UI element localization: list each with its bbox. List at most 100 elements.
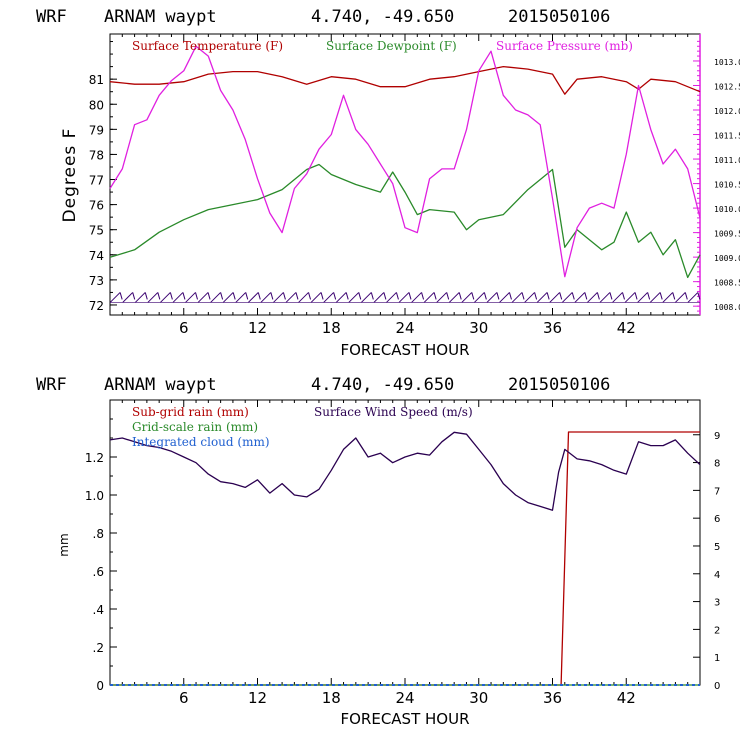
- p1-xtick-label: 30: [469, 319, 488, 337]
- p2-y2tick-label: 9: [714, 431, 720, 442]
- p2-xtick-label: 30: [469, 689, 488, 707]
- p2-y2tick-label: 6: [714, 514, 720, 525]
- p2-ytick-label: .6: [93, 565, 104, 579]
- p2-y2tick-label: 8: [714, 459, 720, 470]
- wind-barb: [109, 292, 123, 303]
- p2-y2tick-label: 3: [714, 598, 720, 609]
- wind-barb: [260, 292, 274, 303]
- p2-xtick-label: 24: [395, 689, 414, 707]
- wind-barb: [574, 292, 588, 303]
- wind-barb: [298, 292, 312, 303]
- wind-barb: [637, 292, 651, 303]
- p2-xtick-label: 36: [543, 689, 562, 707]
- wind-barb: [649, 292, 663, 303]
- wind-barb: [134, 292, 148, 303]
- wind-barb: [373, 292, 387, 303]
- panel2-xlabel: FORECAST HOUR: [340, 710, 469, 728]
- wind-barb: [285, 292, 299, 303]
- p1-ytick-label: 73: [89, 274, 104, 288]
- p1-xtick-label: 12: [248, 319, 267, 337]
- wind-barb: [549, 292, 563, 303]
- legend-integrated-cloud: Integrated cloud (mm): [132, 435, 270, 449]
- p1-y2tick-label: 1008.5: [714, 279, 740, 288]
- wind-barb: [687, 292, 701, 303]
- wind-barb: [624, 292, 638, 303]
- p2-y2tick-label: 5: [714, 542, 720, 553]
- wind-barb: [147, 292, 161, 303]
- wind-barb: [561, 292, 575, 303]
- legend-surface-dewpoint: Surface Dewpoint (F): [326, 39, 457, 53]
- panel1-ylabel: Degrees F: [60, 128, 80, 223]
- wind-barb: [273, 292, 286, 303]
- p1-y2tick-label: 1013.0: [714, 58, 740, 67]
- wind-barb: [398, 292, 412, 303]
- wind-barb: [612, 292, 625, 303]
- p2-y2tick-label: 1: [714, 653, 720, 664]
- p1-y2tick-label: 1010.5: [714, 181, 740, 190]
- wind-barb: [185, 292, 198, 303]
- p2-xtick-label: 6: [179, 689, 189, 707]
- wind-barb: [536, 292, 550, 303]
- panel1-chart: 6 12 18 24 30 36 42 72 73 74 75 76 77 78 79 80 81 1008.…: [60, 33, 740, 359]
- wind-barb: [197, 292, 211, 303]
- panel2-ylabel: mm: [57, 533, 71, 556]
- series-surface-dewpoint-f: [109, 163, 701, 279]
- p2-y2tick-label: 4: [714, 570, 720, 581]
- p1-y2tick-label: 1008.0: [714, 303, 740, 312]
- legend-wind-speed: Surface Wind Speed (m/s): [314, 405, 473, 419]
- legend-surface-pressure: Surface Pressure (mb): [496, 39, 633, 53]
- header2-latlon: 4.740, -49.650: [311, 375, 454, 395]
- p1-y2tick-label: 1011.0: [714, 156, 740, 165]
- p1-ytick-label: 79: [89, 123, 104, 137]
- wind-barb: [222, 292, 236, 303]
- wind-barb: [486, 292, 500, 303]
- wind-barb: [210, 292, 224, 303]
- p2-ytick-label: 1.2: [85, 451, 104, 465]
- p1-xtick-label: 6: [179, 319, 189, 337]
- p1-y2tick-label: 1009.5: [714, 230, 740, 239]
- wind-barb: [511, 292, 525, 303]
- wind-barb: [662, 292, 676, 303]
- wind-barb: [160, 292, 173, 303]
- wind-barb: [461, 292, 475, 303]
- wind-barb: [235, 292, 249, 303]
- p2-ytick-label: .8: [93, 527, 104, 541]
- p1-ytick-label: 80: [89, 98, 104, 112]
- wind-barb: [360, 292, 374, 303]
- header-latlon: 4.740, -49.650: [311, 7, 454, 27]
- series-sub-grid-rain-mm: [110, 431, 700, 686]
- p1-xtick-label: 18: [322, 319, 341, 337]
- p1-y2tick-label: 1009.0: [714, 254, 740, 263]
- wind-barb: [524, 292, 538, 303]
- p1-xtick-label: 24: [395, 319, 414, 337]
- p1-ytick-label: 76: [89, 199, 104, 213]
- p2-xtick-label: 12: [248, 689, 267, 707]
- p1-y2tick-label: 1012.0: [714, 107, 740, 116]
- panel1-xlabel: FORECAST HOUR: [340, 341, 469, 359]
- p1-y2tick-label: 1010.0: [714, 205, 740, 214]
- header2-model: WRF: [36, 375, 67, 395]
- wind-barb: [122, 292, 136, 303]
- header2-date: 2015050106: [508, 375, 610, 395]
- header-date: 2015050106: [508, 7, 610, 27]
- panel1-plot-frame: [109, 33, 701, 316]
- wind-barb: [310, 292, 324, 303]
- wind-barb: [436, 292, 450, 303]
- panel1-header: WRF ARNAM waypt 4.740, -49.650 201505010…: [36, 7, 610, 27]
- wind-barb: [473, 292, 487, 303]
- wind-barb: [587, 292, 600, 303]
- p1-ytick-label: 72: [89, 299, 104, 313]
- wind-barb: [172, 292, 186, 303]
- p1-ytick-label: 78: [89, 148, 104, 162]
- p1-ytick-label: 81: [89, 73, 104, 87]
- p2-y2tick-label: 2: [714, 625, 720, 636]
- p1-y2tick-label: 1011.5: [714, 132, 740, 141]
- legend-subgrid-rain: Sub-grid rain (mm): [132, 405, 249, 419]
- wind-barb: [674, 292, 688, 303]
- p2-ytick-label: .4: [93, 603, 104, 617]
- series-surface-pressure-mb: [109, 45, 701, 278]
- wind-barb: [499, 292, 512, 303]
- p2-xtick-label: 18: [322, 689, 341, 707]
- header-model: WRF: [36, 7, 67, 27]
- p1-ytick-label: 75: [89, 224, 104, 238]
